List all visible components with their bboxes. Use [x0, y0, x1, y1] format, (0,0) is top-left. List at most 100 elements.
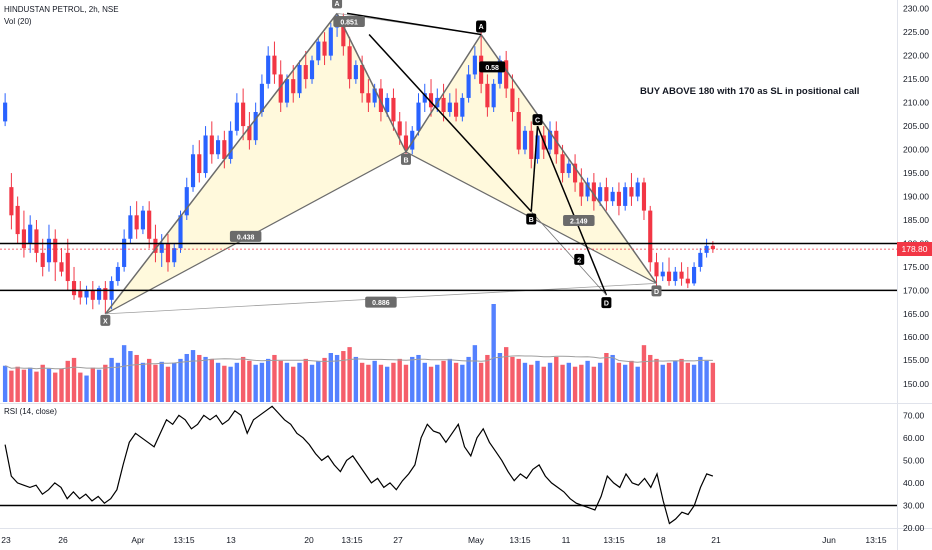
rsi-tick-label: 30.00 [903, 500, 925, 510]
volume-bar [278, 360, 283, 402]
pattern-point-label: 2.149 [570, 218, 588, 225]
volume-bar [654, 358, 659, 402]
candle-body [679, 271, 684, 279]
volume-bar [34, 371, 39, 402]
volume-bar [103, 364, 108, 402]
sub-leg-bc [530, 126, 539, 212]
volume-bar [466, 356, 471, 402]
candle-body [122, 238, 127, 267]
candle-body [623, 187, 628, 206]
volume-bar [704, 360, 709, 402]
candle-body [641, 182, 647, 211]
volume-bar [453, 362, 459, 402]
time-tick-label: 20 [304, 535, 314, 545]
volume-bar [2, 365, 8, 402]
candle-body [165, 243, 171, 263]
candle-body [616, 191, 621, 206]
pattern-point-badge [574, 253, 585, 265]
volume-bar [27, 367, 33, 402]
rsi-indicator-label: RSI (14, close) [4, 407, 57, 416]
rsi-tick-label: 40.00 [903, 478, 925, 488]
candle-body [278, 74, 283, 103]
candle-body [134, 215, 139, 230]
volume-bar [316, 360, 321, 402]
volume-bar [140, 362, 146, 402]
volume-bar [284, 362, 290, 402]
volume-bar [334, 354, 340, 402]
volume-bar [591, 366, 597, 402]
volume-bar [510, 356, 515, 402]
time-tick-label: 27 [393, 535, 403, 545]
pattern-point-label: B [403, 157, 408, 164]
sub-leg-xa [346, 12, 482, 36]
candle-body [128, 215, 133, 239]
candle-body [234, 102, 239, 131]
sub-leg-bd [530, 211, 607, 296]
candle-body [90, 290, 95, 300]
volume-bar [516, 358, 521, 402]
time-tick-label: 21 [711, 535, 721, 545]
candle-body [259, 83, 264, 112]
volume-bar [403, 364, 409, 402]
volume-bar [253, 364, 258, 402]
volume-bar [372, 360, 377, 402]
volume-bar [629, 360, 634, 402]
rsi-tick-label: 50.00 [903, 455, 925, 465]
time-tick-label: May [468, 535, 485, 545]
candle-body [197, 154, 202, 174]
volume-bar [635, 366, 640, 402]
candle-body [385, 97, 390, 112]
candle-body [428, 93, 434, 108]
candle-body [272, 55, 277, 75]
volume-bar [529, 364, 534, 402]
volume-bar [115, 362, 121, 402]
volume-bar [165, 366, 171, 402]
symbol-title: HINDUSTAN PETROL, 2h, NSE [4, 5, 119, 14]
candle-body [228, 130, 233, 159]
candle-body [660, 271, 665, 277]
time-tick-label: 13:15 [341, 535, 363, 545]
volume-bar [416, 354, 421, 402]
price-tick-label: 155.00 [903, 355, 929, 365]
price-tick-label: 175.00 [903, 262, 929, 272]
candle-body [297, 65, 302, 94]
candle-body [648, 210, 653, 263]
pattern-point-label: D [604, 301, 609, 308]
candle-body [410, 130, 415, 150]
pattern-point-label: D [654, 289, 659, 296]
volume-bars [2, 304, 716, 402]
volume-bar [585, 360, 590, 402]
volume-bar [247, 360, 252, 402]
volume-bar [522, 362, 528, 402]
price-tick-label: 170.00 [903, 285, 929, 295]
candle-body [21, 229, 26, 249]
pattern-point-label: A [335, 1, 340, 8]
volume-bar [159, 361, 164, 402]
candle-body [397, 121, 402, 136]
pattern-point-badge [479, 61, 506, 73]
candle-body [535, 135, 540, 159]
price-tick-label: 225.00 [903, 27, 929, 37]
volume-bar [566, 362, 572, 402]
candle-body [53, 238, 58, 263]
time-tick-label: 23 [1, 535, 11, 545]
pattern-point-badge [563, 214, 595, 226]
pattern-point-badge [400, 153, 411, 165]
pattern-leg-ab [336, 13, 407, 153]
volume-bar [641, 345, 647, 402]
pattern-point-label: C [535, 118, 540, 125]
volume-bar [71, 357, 77, 402]
volume-bar [309, 364, 315, 402]
volume-bar [485, 354, 490, 402]
volume-bar [359, 362, 365, 402]
candle-body [247, 126, 252, 141]
candle-body [9, 187, 14, 216]
candle-body [579, 182, 584, 197]
candle-body [3, 102, 8, 122]
candle-body [353, 65, 358, 80]
candle-body [516, 112, 521, 150]
volume-bar [347, 347, 352, 402]
candle-body [635, 182, 640, 197]
candle-body [692, 266, 697, 284]
rsi-tick-label: 20.00 [903, 523, 925, 533]
